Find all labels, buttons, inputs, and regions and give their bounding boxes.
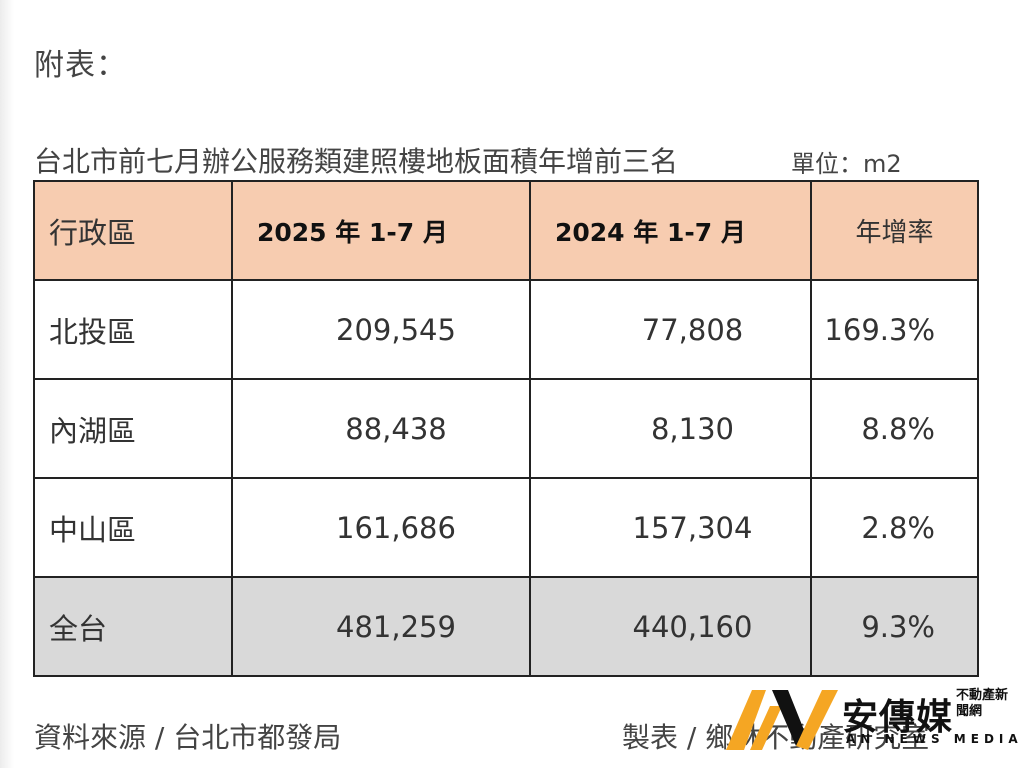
- cell-rate: 9.3%: [810, 576, 979, 677]
- cell-district: 中山區: [33, 477, 233, 578]
- data-source: 資料來源 / 台北市都發局: [34, 721, 342, 754]
- logo-brand-text: 安傳媒: [842, 697, 954, 738]
- table-row: 中山區 161,686 157,304 2.8%: [33, 477, 979, 578]
- table-title-row: 台北市前七月辦公服務類建照樓地板面積年增前三名 單位：m2: [34, 140, 914, 180]
- cell-2024: 440,160: [529, 576, 812, 677]
- table-row: 內湖區 88,438 8,130 8.8%: [33, 378, 979, 479]
- table-header-row: 行政區 2025 年 1-7 月 2024 年 1-7 月 年增率: [33, 180, 979, 281]
- logo-mark-icon: [726, 690, 838, 750]
- logo-tagline: 不動產新聞網: [956, 688, 1009, 719]
- cell-2024: 8,130: [529, 378, 812, 479]
- header-2025: 2025 年 1-7 月: [231, 180, 531, 281]
- cell-district: 全台: [33, 576, 233, 677]
- table-row: 北投區 209,545 77,808 169.3%: [33, 279, 979, 380]
- cell-rate: 2.8%: [810, 477, 979, 578]
- cell-2024: 157,304: [529, 477, 812, 578]
- cell-district: 內湖區: [33, 378, 233, 479]
- cell-rate: 8.8%: [810, 378, 979, 479]
- cell-district: 北投區: [33, 279, 233, 380]
- appendix-heading: 附表：: [34, 48, 127, 83]
- header-2024: 2024 年 1-7 月: [529, 180, 812, 281]
- cell-rate: 169.3%: [810, 279, 979, 380]
- cell-2025: 161,686: [231, 477, 531, 578]
- table-title: 台北市前七月辦公服務類建照樓地板面積年增前三名: [34, 145, 679, 178]
- cell-2024: 77,808: [529, 279, 812, 380]
- unit-label: 單位：m2: [791, 150, 902, 178]
- cell-2025: 209,545: [231, 279, 531, 380]
- left-edge-shadow: [0, 0, 14, 768]
- logo-subtitle: AN NEWS MEDIA: [846, 732, 1023, 746]
- floor-area-table: 行政區 2025 年 1-7 月 2024 年 1-7 月 年增率 北投區 20…: [33, 180, 979, 677]
- header-district: 行政區: [33, 180, 233, 281]
- header-growth-rate: 年增率: [810, 180, 979, 281]
- table-row-total: 全台 481,259 440,160 9.3%: [33, 576, 979, 677]
- cell-2025: 481,259: [231, 576, 531, 677]
- cell-2025: 88,438: [231, 378, 531, 479]
- an-news-media-logo: 安傳媒 不動產新聞網 AN NEWS MEDIA: [726, 686, 1018, 754]
- table-producer: 製表 / 鄉林不動產研究室: [622, 721, 930, 754]
